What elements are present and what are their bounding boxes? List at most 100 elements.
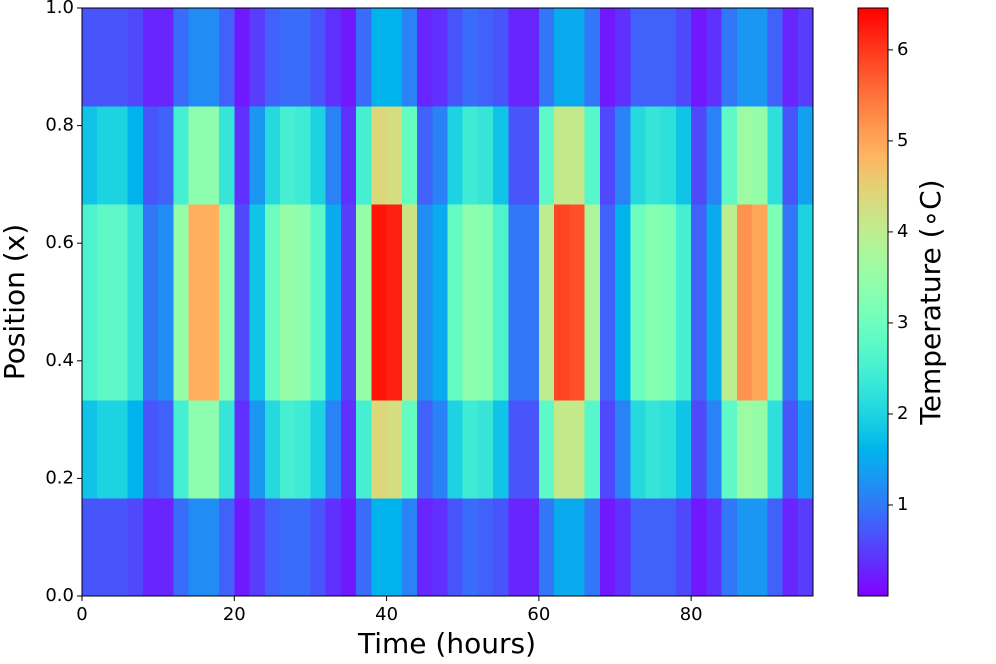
heat-cell: [127, 400, 144, 499]
heat-cell: [310, 8, 327, 107]
heat-cell: [371, 204, 388, 303]
colorbar-segment: [858, 166, 888, 171]
heat-cell: [523, 302, 540, 401]
y-tick-label: 0.6: [45, 232, 74, 253]
heat-cell: [767, 106, 784, 205]
heat-cell: [279, 400, 296, 499]
y-tick-label: 0.4: [45, 350, 74, 371]
colorbar-segment: [858, 107, 888, 112]
heat-cell: [417, 302, 433, 401]
heat-cell: [569, 204, 586, 303]
y-tick-label: 1.0: [45, 0, 74, 18]
heat-cell: [371, 8, 388, 107]
heat-cell: [127, 106, 144, 205]
heat-cell: [158, 302, 174, 401]
heat-cell: [112, 204, 129, 303]
heat-cell: [97, 498, 114, 597]
heat-cell: [401, 8, 418, 107]
y-tick-label: 0.8: [45, 115, 74, 136]
colorbar-segment: [858, 40, 888, 44]
colorbar-segment: [858, 234, 888, 238]
x-tick-label: 20: [223, 604, 246, 625]
colorbar-segment: [858, 449, 888, 453]
colorbar-segment: [858, 143, 888, 147]
colorbar-segment: [858, 75, 888, 80]
heat-cell: [386, 106, 403, 205]
heat-cell: [158, 106, 174, 205]
colorbar-segment: [858, 372, 888, 377]
colorbar-segment: [858, 252, 888, 256]
heat-cell: [340, 106, 357, 205]
colorbar-segment: [858, 351, 888, 356]
heat-cell: [736, 8, 753, 107]
heat-cell: [660, 204, 677, 303]
heat-cell: [752, 302, 768, 401]
colorbar-segment: [858, 584, 888, 588]
heat-cell: [295, 204, 312, 303]
heat-cell: [203, 400, 220, 499]
colorbar-segment: [858, 304, 888, 309]
colorbar-segment: [858, 52, 888, 56]
heat-cell: [279, 8, 296, 107]
colorbar-tick-label: 1: [897, 494, 908, 515]
colorbar-segment: [858, 96, 888, 100]
colorbar-segment: [858, 181, 888, 185]
colorbar-segment: [858, 281, 888, 285]
heat-cell: [706, 204, 723, 303]
colorbar-segment: [858, 337, 888, 341]
colorbar-segment: [858, 213, 888, 218]
heat-cell: [249, 498, 266, 597]
heat-cell: [493, 302, 510, 401]
heat-cell: [508, 498, 525, 597]
heat-cell: [432, 204, 449, 303]
colorbar-segment: [858, 446, 888, 450]
heat-cell: [493, 498, 510, 597]
heat-cell: [264, 204, 281, 303]
heat-cell: [477, 204, 494, 303]
colorbar-segment: [858, 425, 888, 430]
heat-cell: [538, 204, 555, 303]
heat-cell: [219, 400, 235, 499]
colorbar-title: Temperature (∘C): [914, 179, 947, 425]
colorbar-segment: [858, 440, 888, 444]
heat-cell: [706, 106, 723, 205]
colorbar-segment: [858, 16, 888, 21]
heat-cell: [340, 204, 357, 303]
colorbar-segment: [858, 66, 888, 71]
heat-cell: [569, 498, 586, 597]
colorbar-segment: [858, 193, 888, 197]
colorbar-segment: [858, 152, 888, 156]
colorbar-segment: [858, 399, 888, 403]
heat-cell: [249, 400, 266, 499]
colorbar-segment: [858, 196, 888, 200]
colorbar-segment: [858, 146, 888, 150]
heat-cell: [660, 302, 677, 401]
colorbar-segment: [858, 384, 888, 388]
colorbar-segment: [858, 537, 888, 541]
heat-cell: [432, 8, 449, 107]
colorbar-segment: [858, 81, 888, 86]
heat-cell: [325, 8, 342, 107]
heat-cell: [279, 204, 296, 303]
heat-cell: [97, 400, 114, 499]
heat-cell: [234, 204, 251, 303]
heat-cell: [310, 204, 327, 303]
colorbar-segment: [858, 225, 888, 230]
heat-cell: [477, 106, 494, 205]
heat-cell: [660, 106, 677, 205]
heat-cell: [615, 204, 631, 303]
heat-cell: [432, 106, 449, 205]
colorbar-segment: [858, 237, 888, 241]
colorbar-segment: [858, 525, 888, 529]
heat-cell: [447, 204, 464, 303]
heat-cell: [615, 8, 631, 107]
colorbar-segment: [858, 160, 888, 165]
heat-cell: [82, 302, 98, 401]
heat-cell: [691, 400, 707, 499]
colorbar-segment: [858, 87, 888, 91]
colorbar-segment: [858, 346, 888, 350]
heat-cell: [706, 302, 723, 401]
colorbar-segment: [858, 263, 888, 268]
colorbar-segment: [858, 204, 888, 209]
heat-cell: [142, 400, 159, 499]
